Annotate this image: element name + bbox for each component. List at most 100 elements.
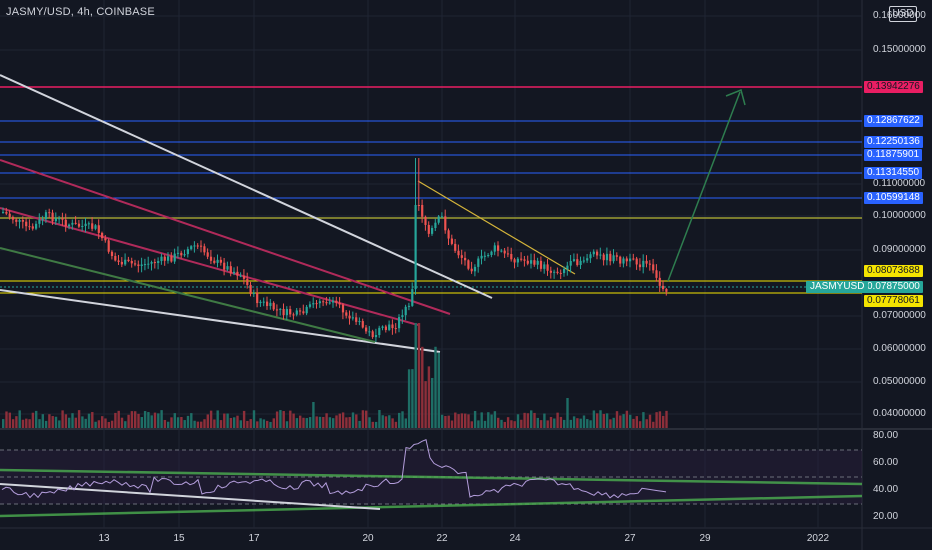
candle-body: [285, 309, 288, 316]
candle-body: [576, 259, 579, 266]
volume-bar: [259, 418, 262, 428]
volume-bar: [625, 410, 629, 428]
candle-body: [2, 211, 5, 213]
volume-bar: [431, 377, 434, 428]
volume-bar: [84, 418, 87, 428]
volume-bar: [25, 418, 28, 428]
volume-bar: [553, 418, 556, 428]
volume-bar: [5, 411, 8, 428]
candle-body: [193, 245, 196, 247]
price-tick: 0.04000000: [873, 408, 926, 419]
volume-bar: [355, 414, 358, 428]
candle-body: [200, 245, 203, 247]
price-tick: 0.16000000: [873, 10, 926, 21]
candle-body: [114, 256, 117, 261]
candle-body: [335, 300, 338, 303]
volume-bar: [249, 419, 252, 428]
candle-body: [447, 230, 450, 239]
white-trendline-lower: [0, 289, 441, 353]
red-trendline-lower: [0, 207, 419, 326]
white-trendline-upper: [0, 74, 493, 299]
volume-bar: [143, 411, 147, 428]
volume-bar: [440, 414, 444, 428]
volume-bar: [305, 418, 308, 428]
rsi-line: [1, 439, 667, 499]
candle-body: [536, 260, 539, 265]
candle-body: [546, 264, 549, 271]
candle-body: [338, 302, 341, 305]
volume-bar: [602, 413, 605, 428]
symbol-title[interactable]: JASMY/USD, 4h, COINBASE: [6, 6, 155, 18]
candle-body: [289, 309, 292, 315]
volume-bar: [213, 419, 216, 428]
price-level-badge: 0.12867622: [864, 115, 923, 127]
volume-bar: [325, 413, 328, 428]
volume-bar: [500, 419, 503, 428]
candle-body: [589, 254, 592, 259]
rsi-tick: 80.00: [873, 430, 899, 441]
candle-body: [556, 271, 559, 273]
price-pane: [0, 0, 862, 428]
candle-body: [305, 306, 308, 314]
volume-bar: [427, 366, 431, 428]
candle-body: [48, 212, 51, 214]
volume-bar: [15, 416, 18, 428]
candle-body: [180, 252, 183, 256]
volume-bar: [18, 410, 21, 428]
candle-body: [457, 250, 460, 256]
volume-bar: [371, 421, 374, 428]
candle-body: [302, 311, 305, 314]
volume-bar: [437, 352, 440, 428]
volume-bar: [559, 416, 563, 428]
candle-body: [87, 223, 90, 225]
candle-body: [368, 331, 371, 333]
candle-body: [605, 253, 609, 261]
volume-bar: [206, 414, 209, 428]
volume-bar: [444, 415, 447, 428]
green-trendline: [0, 247, 376, 343]
volume-bar: [454, 412, 457, 428]
candle-body: [104, 238, 107, 241]
candle-body: [8, 213, 11, 217]
candle-body: [612, 255, 615, 262]
volume-bar: [229, 417, 233, 428]
volume-bar: [190, 413, 193, 428]
candle-body: [312, 303, 315, 305]
candle-body: [464, 257, 467, 261]
price-level-badge: 0.11314550: [864, 167, 923, 179]
candle-body: [467, 260, 470, 269]
candle-body: [28, 226, 31, 228]
volume-bar: [328, 417, 332, 428]
volume-bar: [450, 420, 454, 428]
volume-bar: [345, 417, 348, 428]
candle-body: [107, 240, 110, 252]
candle-body: [407, 305, 411, 307]
candle-body: [632, 258, 635, 260]
volume-bar: [470, 421, 473, 428]
volume-bar: [539, 420, 543, 428]
price-level-badge: 0.13942276: [864, 81, 923, 93]
price-level-badge: 0.08073688: [864, 265, 923, 277]
candle-body: [365, 327, 368, 332]
volume-bar: [645, 419, 648, 428]
candle-body: [437, 216, 440, 223]
candle-body: [421, 205, 424, 217]
currency-button[interactable]: USD: [889, 6, 917, 22]
candle-body: [54, 218, 57, 222]
candle-body: [51, 212, 54, 222]
volume-bar: [216, 410, 219, 428]
candle-body: [351, 317, 354, 319]
candle-body: [622, 258, 625, 264]
volume-bar: [338, 413, 341, 428]
candle-body: [153, 262, 156, 264]
volume-bar: [219, 420, 223, 428]
volume-bar: [414, 323, 417, 428]
candle-body: [592, 251, 595, 255]
candle-body: [275, 309, 279, 311]
volume-bar: [299, 415, 302, 428]
price-level-badge: 0.07875000: [864, 281, 923, 293]
volume-bar: [35, 410, 38, 428]
candle-body: [602, 254, 605, 261]
volume-bar: [473, 410, 477, 428]
